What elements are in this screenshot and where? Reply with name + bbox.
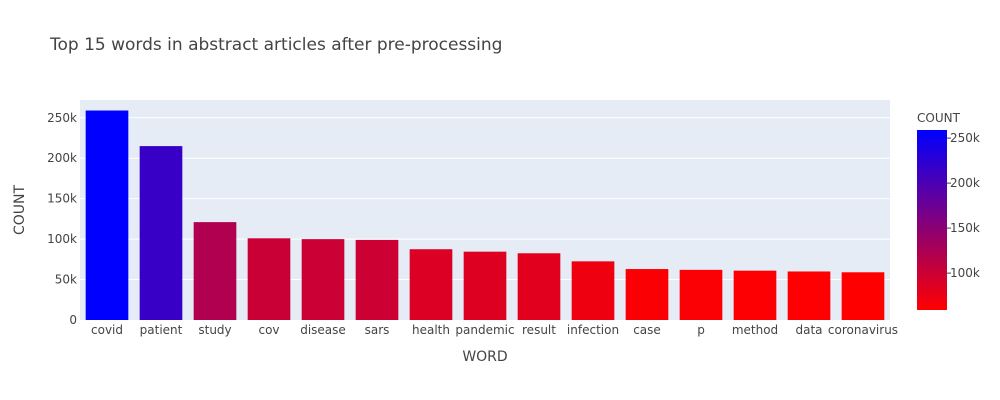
bar-sars[interactable]: [355, 239, 399, 320]
bar-disease[interactable]: [301, 239, 345, 320]
x-tick-label: patient: [140, 323, 183, 337]
bar-data[interactable]: [787, 271, 831, 320]
x-tick-label: study: [198, 323, 231, 337]
x-tick-label: covid: [91, 323, 123, 337]
bar-p[interactable]: [679, 269, 723, 320]
y-tick-label: 150k: [47, 192, 77, 206]
x-tick-label: result: [522, 323, 556, 337]
x-tick-label: cov: [258, 323, 279, 337]
x-tick-label: disease: [300, 323, 346, 337]
x-tick-label: infection: [567, 323, 619, 337]
colorbar-tick-label: 200k: [950, 176, 980, 190]
y-tick-label: 0: [69, 313, 77, 327]
x-tick-label: health: [412, 323, 450, 337]
bar-method[interactable]: [733, 270, 777, 320]
colorbar-title: COUNT: [917, 111, 961, 125]
bar-covid[interactable]: [85, 110, 129, 320]
colorbar-ticks: 100k 150k 200k 250k: [947, 131, 980, 280]
y-tick-label: 250k: [47, 111, 77, 125]
x-axis-title: WORD: [462, 349, 507, 365]
bar-study[interactable]: [193, 222, 237, 320]
chart-title: Top 15 words in abstract articles after …: [49, 35, 502, 55]
y-tick-label: 100k: [47, 232, 77, 246]
colorbar-tick-label: 150k: [950, 221, 980, 235]
bar-patient[interactable]: [139, 146, 183, 320]
colorbar-gradient: [917, 130, 947, 310]
colorbar-tick-label: 250k: [950, 131, 980, 145]
bar-coronavirus[interactable]: [841, 272, 885, 320]
y-tick-label: 50k: [55, 273, 77, 287]
x-tick-label: case: [633, 323, 661, 337]
x-tick-label: p: [697, 323, 705, 337]
x-tick-label: sars: [365, 323, 390, 337]
y-axis-title: COUNT: [12, 185, 28, 236]
x-tick-label: method: [732, 323, 778, 337]
colorbar-tick-label: 100k: [950, 266, 980, 280]
x-tick-label: pandemic: [455, 323, 514, 337]
bar-cov[interactable]: [247, 238, 291, 320]
bar-infection[interactable]: [571, 261, 615, 320]
x-tick-label: coronavirus: [828, 323, 898, 337]
y-tick-label: 200k: [47, 151, 77, 165]
bar-case[interactable]: [625, 269, 669, 320]
colorbar: COUNT 100k 150k 200k 250k: [917, 111, 980, 310]
x-tick-label: data: [795, 323, 822, 337]
bars: [85, 110, 885, 320]
x-axis-ticks: covid patient study cov disease sars health pan…: [91, 323, 898, 337]
bar-pandemic[interactable]: [463, 251, 507, 320]
bar-result[interactable]: [517, 253, 561, 320]
bar-health[interactable]: [409, 249, 453, 320]
y-axis-ticks: 0 50k 100k 150k 200k 250k: [47, 111, 77, 327]
